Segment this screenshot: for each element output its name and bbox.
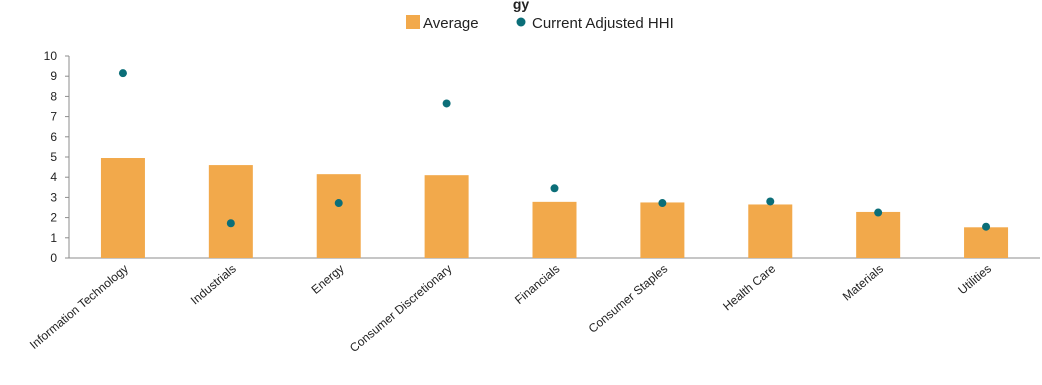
y-tick-label: 3 — [50, 190, 57, 204]
y-tick-label: 1 — [50, 231, 57, 245]
point-materials — [874, 208, 883, 217]
point-energy — [334, 199, 343, 208]
x-tick-label-consumer-staples: Consumer Staples — [586, 262, 671, 336]
point-information-technology — [118, 69, 127, 78]
scatter-series-current-adjusted-hhi — [118, 69, 991, 231]
y-axis-ticks: 0 1 2 3 4 5 6 7 8 9 10 — [44, 49, 69, 265]
point-utilities — [982, 222, 991, 231]
y-tick-label: 10 — [44, 49, 58, 63]
bar-financials — [532, 201, 577, 258]
bar-series-average — [100, 158, 1009, 258]
y-tick-label: 2 — [50, 211, 57, 225]
y-tick-label: 6 — [50, 130, 57, 144]
x-tick-label-energy: Energy — [309, 262, 347, 297]
x-tick-label-materials: Materials — [840, 262, 886, 304]
bar-materials — [856, 211, 901, 258]
y-tick-label: 7 — [50, 110, 57, 124]
bar-industrials — [208, 165, 253, 258]
bar-health-care — [748, 204, 793, 258]
legend-swatch-current-adjusted-hhi — [516, 17, 526, 27]
legend-swatch-average — [406, 15, 420, 29]
x-tick-label-utilities: Utilities — [955, 262, 994, 298]
point-consumer-staples — [658, 199, 667, 208]
bar-information-technology — [100, 158, 145, 258]
point-consumer-discretionary — [442, 99, 451, 108]
bar-energy — [316, 174, 361, 258]
x-tick-label-health-care: Health Care — [720, 261, 778, 313]
x-axis-labels: Information Technology Industrials Energy C… — [27, 261, 994, 355]
y-tick-label: 8 — [50, 89, 57, 103]
point-industrials — [226, 219, 235, 228]
bar-consumer-staples — [640, 202, 685, 258]
point-health-care — [766, 197, 775, 206]
bar-utilities — [964, 227, 1009, 258]
y-tick-label: 9 — [50, 69, 57, 83]
x-tick-label-information-technology: Information Technology — [27, 262, 131, 352]
legend: Average Current Adjusted HHI — [406, 15, 674, 32]
x-tick-label-financials: Financials — [512, 262, 562, 307]
x-tick-label-consumer-discretionary: Consumer Discretionary — [347, 262, 455, 355]
y-tick-label: 4 — [50, 170, 57, 184]
legend-label-average: Average — [423, 15, 479, 32]
legend-label-current-adjusted-hhi: Current Adjusted HHI — [532, 15, 674, 32]
bar-consumer-discretionary — [424, 175, 469, 258]
y-tick-label: 5 — [50, 150, 57, 164]
y-tick-label: 0 — [50, 251, 57, 265]
chart-title: gy — [513, 0, 530, 12]
point-financials — [550, 184, 559, 193]
x-tick-label-industrials: Industrials — [188, 262, 239, 308]
